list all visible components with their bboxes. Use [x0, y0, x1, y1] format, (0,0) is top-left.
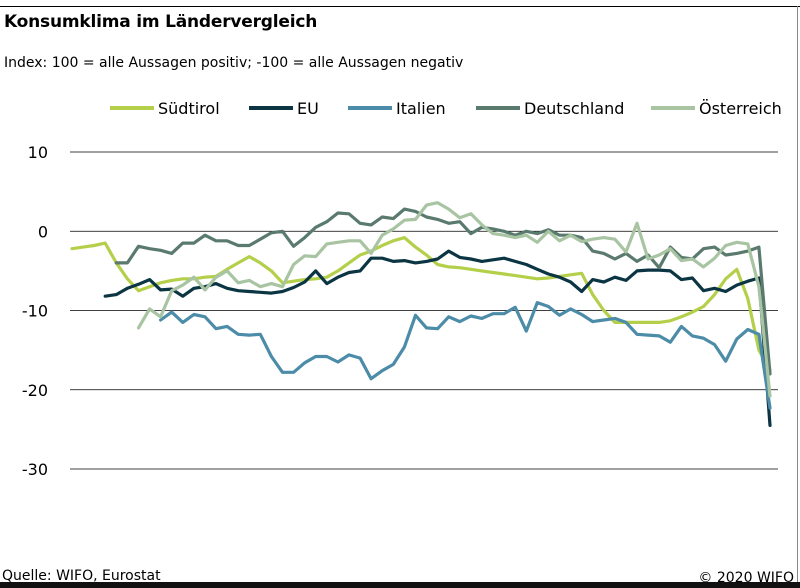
chart-title: Konsumklima im Ländervergleich	[4, 12, 318, 32]
y-tick-label: -10	[22, 302, 48, 321]
source-note: Quelle: WIFO, Eurostat	[2, 568, 161, 584]
legend-label-2: Italien	[396, 99, 446, 118]
series-line-3	[114, 207, 772, 376]
right-border	[797, 6, 798, 582]
series-line-2	[159, 301, 772, 410]
y-tick-label: 0	[38, 222, 48, 241]
top-rule	[0, 6, 800, 7]
chart-subtitle: Index: 100 = alle Aussagen positiv; -100…	[4, 55, 464, 71]
legend-label-1: EU	[297, 99, 319, 118]
bottom-bar	[0, 582, 800, 588]
legend-label-3: Deutschland	[524, 99, 624, 118]
y-axis-ticks: 10 0 -10 -20 -30	[22, 143, 48, 479]
y-tick-label: 10	[28, 143, 48, 162]
series-line-4	[136, 201, 772, 398]
series-line-0	[70, 236, 772, 372]
series-lines	[70, 201, 772, 427]
legend-label-4: Österreich	[699, 99, 782, 118]
y-tick-label: -20	[22, 381, 48, 400]
grid-lines	[70, 151, 778, 470]
y-tick-label: -30	[22, 460, 48, 479]
series-line-1	[103, 249, 772, 427]
legend: Südtirol EU Italien Deutschland Österreich	[110, 99, 782, 118]
legend-label-0: Südtirol	[158, 99, 220, 118]
